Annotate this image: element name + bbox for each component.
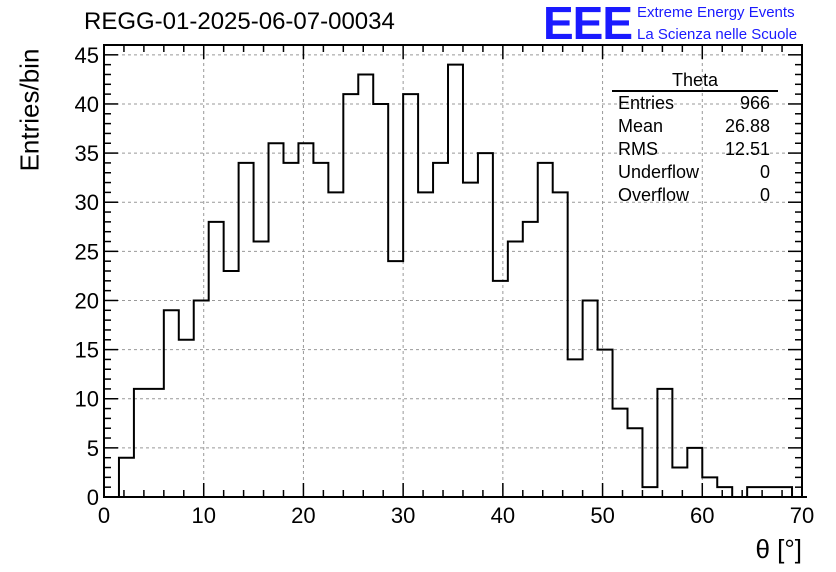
stats-label: RMS: [618, 139, 658, 159]
y-tick-label: 5: [87, 436, 99, 461]
x-tick-label: 50: [590, 503, 614, 528]
stats-value: 12.51: [724, 139, 770, 159]
y-tick-label: 25: [75, 239, 99, 264]
stats-row-entries: Entries 966: [612, 92, 778, 115]
stats-value: 966: [739, 93, 770, 113]
x-axis-label: θ [°]: [755, 534, 802, 564]
stats-label: Underflow: [618, 162, 700, 182]
stats-box: Theta Entries 966 Mean 26.88 RMS 12.51 U…: [612, 70, 778, 207]
y-tick-label: 20: [75, 288, 99, 313]
y-tick-label: 10: [75, 387, 99, 412]
y-tick-label: 30: [75, 190, 99, 215]
y-tick-label: 35: [75, 141, 99, 166]
chart-title: REGG-01-2025-06-07-00034: [84, 8, 395, 35]
x-tick-label: 70: [790, 503, 814, 528]
x-tick-label: 20: [291, 503, 315, 528]
x-tick-label: 30: [391, 503, 415, 528]
stats-value: 0: [759, 162, 770, 182]
stats-label: Entries: [618, 93, 675, 113]
stats-label: Mean: [618, 116, 664, 136]
logo-line-1: Extreme Energy Events: [637, 4, 795, 21]
logo-line-2: La Scienza nelle Scuole: [637, 26, 798, 43]
x-tick-label: 40: [491, 503, 515, 528]
y-tick-label: 0: [87, 485, 99, 510]
stats-value: 0: [759, 185, 770, 205]
stats-row-rms: RMS 12.51: [612, 138, 778, 161]
stats-title: Theta: [612, 70, 778, 92]
x-tick-label: 60: [690, 503, 714, 528]
x-tick-label: 10: [191, 503, 215, 528]
y-tick-label: 45: [75, 43, 99, 68]
stats-label: Overflow: [618, 185, 690, 205]
x-tick-label: 0: [98, 503, 110, 528]
y-axis-label: Entries/bin: [14, 48, 45, 172]
eee-logo: EEE: [543, 0, 633, 49]
stats-value: 26.88: [724, 116, 770, 136]
stats-row-overflow: Overflow 0: [612, 184, 778, 207]
stats-row-mean: Mean 26.88: [612, 115, 778, 138]
y-tick-label: 40: [75, 92, 99, 117]
y-tick-label: 15: [75, 338, 99, 363]
stats-row-underflow: Underflow 0: [612, 161, 778, 184]
histogram-series: [104, 63, 807, 498]
